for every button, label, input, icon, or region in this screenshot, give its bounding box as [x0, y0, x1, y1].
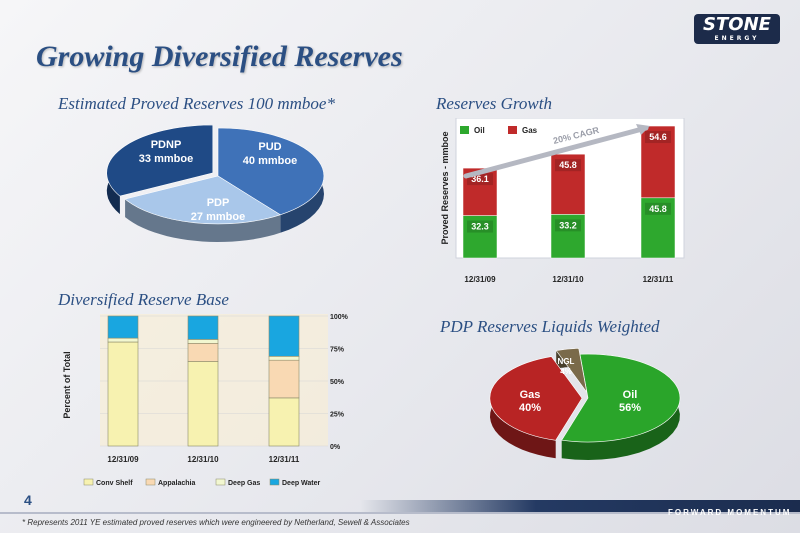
legend-label-oil: Oil: [474, 126, 485, 135]
pie-slice-pdnp: [106, 124, 214, 197]
bar-deep-water-12-31-11: [268, 315, 300, 357]
pie-label-ngl: NGL: [558, 357, 575, 366]
bar-deep-water-12-31-09: [107, 315, 139, 339]
diversified-base-heading: Diversified Reserve Base: [58, 290, 229, 309]
data-label-oil-12-31-10: 33.2: [559, 220, 577, 230]
pie-value-pud: 40 mmboe: [243, 155, 297, 167]
data-label-gas-12-31-11: 54.6: [649, 132, 667, 142]
x-tick-12-31-09: 12/31/09: [464, 275, 496, 284]
pie-value-pdnp: 33 mmboe: [139, 153, 193, 165]
diversified-ylabel: Percent of Total: [62, 351, 72, 418]
pie-slice-oil: [561, 353, 681, 443]
pie-value-pdp: 27 mmboe: [191, 211, 245, 223]
bar-deep-gas-12-31-10: [187, 339, 219, 344]
logo-text: STONE: [703, 14, 771, 35]
reserves-growth-ylabel: Proved Reserves - mmboe: [440, 131, 450, 244]
legend-label-deep-water: Deep Water: [282, 480, 321, 487]
data-label-bg-oil-12-31-10: [555, 219, 581, 232]
footnote: * Represents 2011 YE estimated proved re…: [22, 518, 410, 527]
estimated-reserves-pie: PUD 40 mmboe PDP 27 mmboe PDNP 33 mmboe: [106, 124, 325, 242]
pdp-reserves-heading: PDP Reserves Liquids Weighted: [440, 317, 660, 336]
pie-label-oil: Oil: [623, 389, 638, 401]
pie-label-gas: Gas: [520, 389, 541, 401]
pie-label-pdnp: PDNP: [151, 139, 182, 151]
bar-appalachia-12-31-11: [268, 359, 300, 399]
data-label-gas-12-31-09: 36.1: [471, 174, 489, 184]
legend-swatch-deep-gas: [215, 478, 226, 486]
x-tick-12-31-11: 12/31/11: [269, 455, 300, 464]
x-tick-12-31-10: 12/31/10: [187, 455, 219, 464]
data-label-bg-oil-12-31-09: [467, 220, 493, 233]
reserves-growth-chart: Oil Gas 32.3 36.1 33.2 45.8 45.8 54.6 12/31/09…: [440, 118, 685, 284]
data-label-bg-gas-12-31-10: [555, 159, 581, 172]
bar-conv-shelf-12-31-09: [107, 341, 139, 447]
data-label-bg-gas-12-31-11: [645, 131, 671, 144]
logo-subtext: ENERGY: [714, 35, 760, 42]
data-label-bg-oil-12-31-11: [645, 202, 671, 215]
x-tick-12-31-10: 12/31/10: [552, 275, 584, 284]
pie-value-oil: 56%: [619, 402, 641, 414]
tagline: FORWARD MOMENTUM: [668, 508, 792, 517]
bar-deep-gas-12-31-09: [107, 337, 139, 343]
footer-band: [360, 500, 800, 514]
pie-value-gas: 40%: [519, 402, 541, 414]
legend-label-deep-gas: Deep Gas: [228, 480, 260, 487]
legend-swatch-conv-shelf: [83, 478, 94, 486]
pie-slice-pdp: [124, 175, 282, 225]
bar-conv-shelf-12-31-11: [268, 397, 300, 447]
legend-label-appalachia: Appalachia: [158, 480, 195, 487]
y-tick-100: 100%: [330, 314, 349, 321]
bar-conv-shelf-12-31-10: [187, 361, 219, 447]
bar-deep-gas-12-31-11: [268, 355, 300, 361]
pie-label-pdp: PDP: [207, 197, 230, 209]
pie-slice-ngl: [555, 347, 588, 393]
y-tick-75: 75%: [330, 347, 345, 354]
cagr-trend-arrow: [463, 125, 649, 179]
page-title: Growing Diversified Reserves: [36, 40, 403, 73]
x-tick-12-31-11: 12/31/11: [643, 275, 674, 284]
page-number: 4: [24, 492, 32, 508]
legend-swatch-gas: [508, 126, 517, 134]
pie-slice-side-pdp: [125, 199, 281, 242]
bar-appalachia-12-31-10: [187, 342, 219, 362]
y-tick-25: 25%: [330, 412, 345, 419]
diversified-base-chart: 0%25%50%75%100%12/31/09 12/31/10 12/31/11 …: [62, 314, 349, 487]
x-tick-12-31-09: 12/31/09: [107, 455, 139, 464]
bar-deep-water-12-31-10: [187, 315, 219, 340]
data-label-oil-12-31-09: 32.3: [471, 222, 489, 232]
pie-label-pud: PUD: [258, 141, 281, 153]
y-tick-0: 0%: [330, 444, 341, 451]
legend-label-gas: Gas: [522, 126, 538, 135]
legend-swatch-deep-water: [269, 478, 280, 486]
legend-swatch-appalachia: [145, 478, 156, 486]
estimated-reserves-heading: Estimated Proved Reserves 100 mmboe*: [58, 94, 335, 113]
cagr-arrow-head: [636, 124, 650, 135]
pie-slice-gas: [489, 356, 583, 441]
data-label-gas-12-31-10: 45.8: [559, 160, 577, 170]
legend-swatch-oil: [460, 126, 469, 134]
data-label-oil-12-31-11: 45.8: [649, 204, 667, 214]
legend-label-conv-shelf: Conv Shelf: [96, 480, 133, 487]
company-logo: STONE ENERGY: [694, 14, 780, 44]
reserves-growth-heading: Reserves Growth: [436, 94, 552, 113]
pie-slice-pud: [217, 127, 325, 216]
footer-divider: [0, 512, 800, 514]
pie-value-ngl: 4%: [560, 367, 572, 376]
y-tick-50: 50%: [330, 379, 345, 386]
